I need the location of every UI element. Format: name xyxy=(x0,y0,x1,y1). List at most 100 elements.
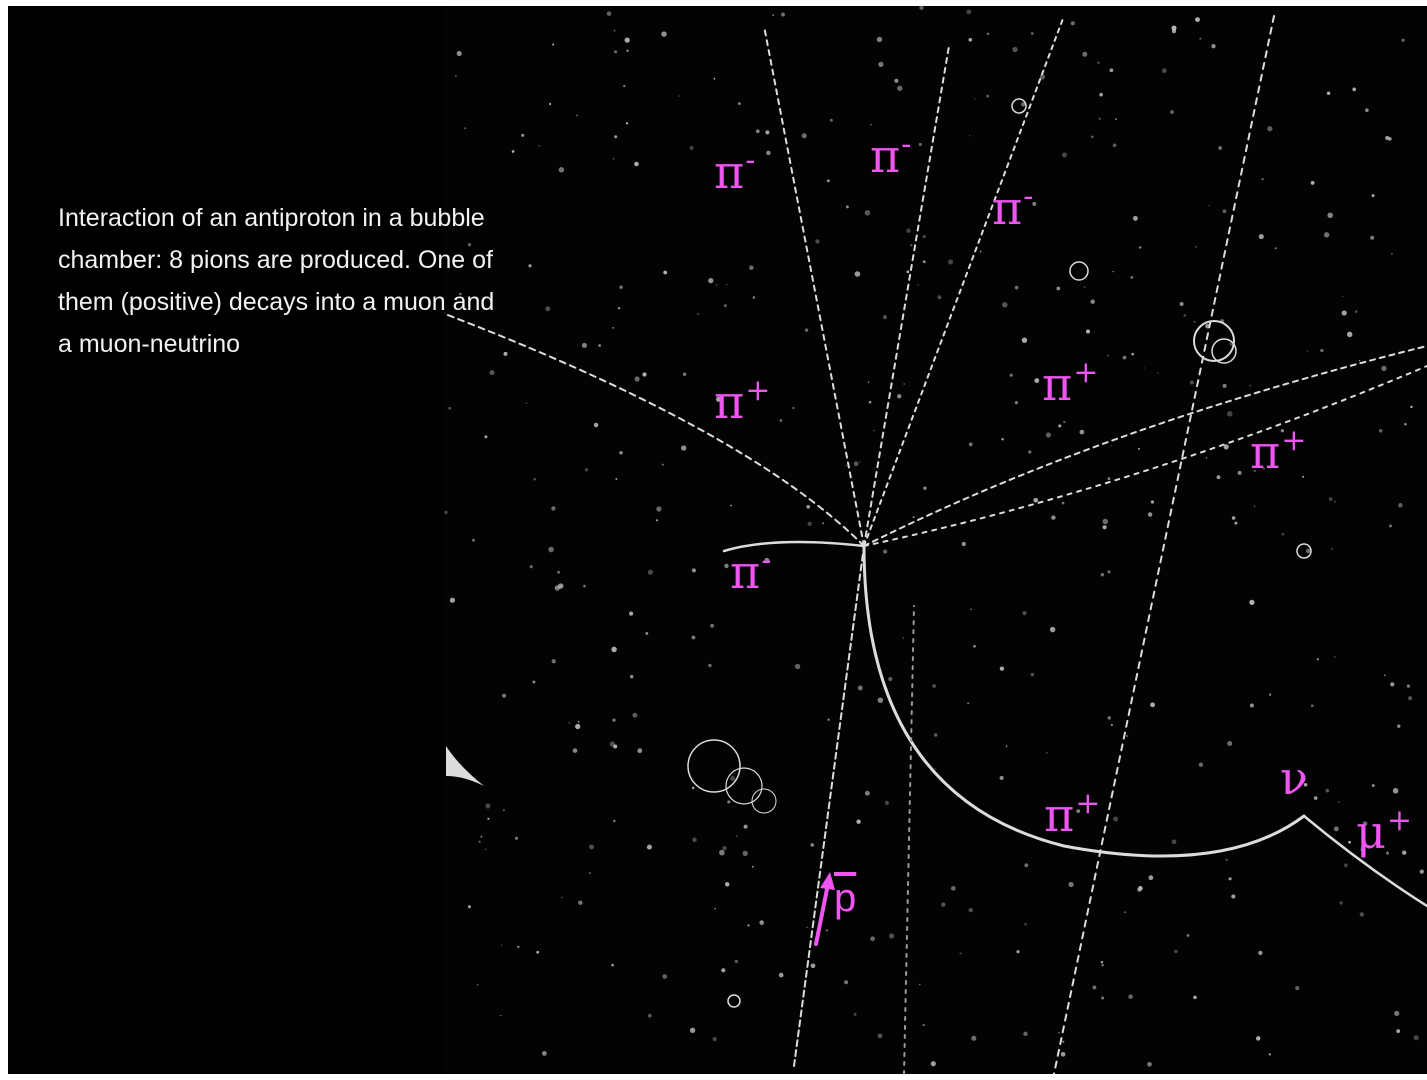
bubble-speck xyxy=(1024,923,1027,926)
bubble-speck xyxy=(932,684,936,688)
caption-line: a muon-neutrino xyxy=(58,330,241,358)
bubble-speck xyxy=(626,49,629,52)
bubble-speck xyxy=(500,1014,502,1017)
bubble-speck xyxy=(742,850,748,857)
bubble-speck xyxy=(1193,995,1197,1000)
bubble-speck xyxy=(1313,796,1318,800)
bubble-speck xyxy=(1039,74,1046,80)
bubble-speck xyxy=(1138,246,1142,249)
bubble-speck xyxy=(968,442,973,447)
bubble-speck xyxy=(1258,234,1264,240)
bubble-speck xyxy=(1295,986,1300,991)
bubble-speck xyxy=(511,150,515,153)
bubble-speck xyxy=(877,697,884,703)
bubble-speck xyxy=(1148,875,1154,881)
bubble-speck xyxy=(485,803,491,809)
bubble-speck xyxy=(1371,194,1375,198)
bubble-speck xyxy=(710,623,715,628)
bubble-speck xyxy=(551,659,556,664)
bubble-speck xyxy=(1358,360,1361,362)
bubble-speck xyxy=(1401,38,1405,42)
bubble-speck xyxy=(903,383,906,385)
bubble-speck xyxy=(747,924,750,927)
bubble-speck xyxy=(999,775,1004,780)
bubble-speck xyxy=(735,835,738,838)
bubble-speck xyxy=(661,463,664,466)
bubble-speck xyxy=(548,546,554,553)
bubble-speck xyxy=(1262,467,1265,470)
bubble-speck xyxy=(979,250,982,253)
bubble-speck xyxy=(1341,295,1344,298)
bubble-speck xyxy=(999,666,1005,671)
bubble-speck xyxy=(612,157,615,160)
label-pion-plus-4: π+ xyxy=(1044,786,1101,842)
bubble-speck xyxy=(1179,301,1184,307)
bubble-speck xyxy=(961,541,966,547)
bubble-speck xyxy=(532,680,536,684)
bubble-speck xyxy=(912,516,915,519)
bubble-speck xyxy=(647,569,654,575)
bubble-speck xyxy=(1174,949,1178,954)
bubble-speck xyxy=(629,611,634,616)
bubble-speck xyxy=(1198,762,1204,767)
bubble-speck xyxy=(692,837,697,843)
bubble-speck xyxy=(612,327,615,329)
bubble-speck xyxy=(557,570,561,574)
bubble-speck xyxy=(691,786,695,790)
label-pion-minus-4: π- xyxy=(730,543,772,599)
bubble-speck xyxy=(1195,245,1198,248)
bubble-speck xyxy=(1002,302,1008,308)
bubble-speck xyxy=(1327,212,1333,219)
bubble-speck xyxy=(804,328,809,332)
bubble-speck xyxy=(1171,839,1177,845)
bubble-speck xyxy=(617,306,621,310)
bubble-speck xyxy=(476,983,479,986)
bubble-speck xyxy=(1384,674,1386,677)
bubble-speck xyxy=(577,721,580,723)
bubble-speck xyxy=(1280,429,1285,433)
bubble-speck xyxy=(918,142,922,147)
bubble-speck xyxy=(906,228,911,233)
bubble-speck xyxy=(937,295,942,300)
bubble-speck xyxy=(542,1051,547,1056)
bubble-speck xyxy=(1076,809,1081,813)
bubble-speck xyxy=(845,464,847,467)
bubble-speck xyxy=(611,963,614,967)
bubble-speck xyxy=(455,75,457,77)
bubble-speck xyxy=(822,522,825,525)
bubble-speck xyxy=(1082,51,1088,57)
bubble-speck xyxy=(971,1035,977,1041)
caption: Interaction of an antiproton in a bubble… xyxy=(58,197,638,365)
bubble-speck xyxy=(1310,180,1315,185)
label-pion-plus-2: π+ xyxy=(1042,355,1099,411)
bubble-speck xyxy=(1205,457,1208,459)
bubble-speck xyxy=(715,396,722,402)
bubble-speck xyxy=(502,809,505,812)
bubble-speck xyxy=(829,118,833,122)
bubble-speck xyxy=(472,538,475,542)
bubble-speck xyxy=(1385,135,1390,141)
bubble-chamber-tracks xyxy=(444,6,1427,1074)
bubble-speck xyxy=(910,244,913,247)
bubble-speck xyxy=(894,78,899,83)
bubble-speck xyxy=(634,161,639,167)
spiral-loop xyxy=(687,739,741,793)
bubble-speck xyxy=(624,37,630,43)
bubble-speck xyxy=(1014,400,1019,405)
bubble-speck xyxy=(968,37,973,42)
bubble-speck xyxy=(1061,501,1065,505)
label-pion-minus-3: π- xyxy=(992,179,1034,235)
bubble-speck xyxy=(647,1013,652,1018)
bubble-speck xyxy=(722,846,727,851)
bubble-speck xyxy=(538,144,541,147)
bubble-speck xyxy=(967,702,969,704)
bubble-speck xyxy=(902,637,904,639)
bubble-speck xyxy=(1348,840,1351,844)
bubble-speck xyxy=(1218,146,1222,150)
bubble-speck xyxy=(1147,512,1153,517)
bubble-speck xyxy=(970,608,972,611)
faint-track xyxy=(903,605,915,1074)
bubble-speck xyxy=(859,461,861,463)
bubble-speck xyxy=(561,896,563,899)
bubble-speck xyxy=(1049,626,1056,633)
